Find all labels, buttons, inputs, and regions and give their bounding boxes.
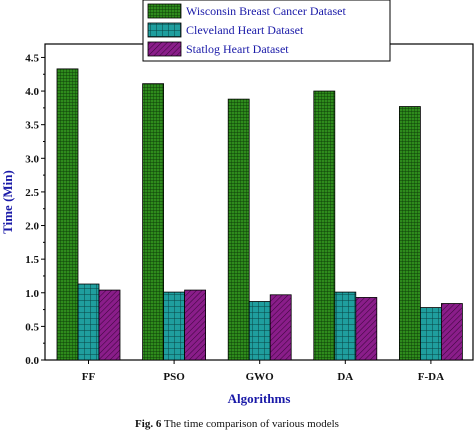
legend-label: Cleveland Heart Dataset	[186, 23, 304, 37]
legend-swatch	[147, 22, 182, 38]
x-axis-title: Algorithms	[228, 391, 291, 406]
x-tick-label: FF	[82, 371, 96, 383]
y-axis-title: Time (Min)	[0, 170, 15, 234]
caption-label: Fig. 6	[135, 418, 162, 430]
legend-label: Wisconsin Breast Cancer Dataset	[186, 4, 346, 18]
bar-f-da-series-2	[419, 307, 442, 361]
x-axis: FF PSO GWO DA F-DA	[82, 360, 444, 383]
bar-da-series-1	[313, 90, 336, 361]
legend-box	[142, 0, 391, 62]
y-tick-label: 1.5	[25, 254, 39, 266]
y-tick-label: 1.0	[25, 288, 39, 300]
y-tick-label: 2.0	[25, 221, 39, 233]
y-tick-label: 2.5	[25, 187, 39, 199]
bar-ff-series-1	[56, 68, 79, 361]
legend-swatch	[147, 3, 182, 19]
y-tick-label: 3.5	[25, 120, 39, 132]
y-tick-label: 4.0	[25, 86, 39, 98]
bar-pso-series-3	[184, 289, 207, 361]
bar-ff-series-3	[98, 289, 121, 361]
y-tick-label: 0.0	[25, 355, 39, 367]
caption-text: The time comparison of various models	[163, 418, 339, 430]
bar-gwo-series-1	[227, 98, 250, 361]
x-tick-label: F-DA	[418, 371, 444, 383]
x-tick-label: DA	[337, 371, 353, 383]
legend: Wisconsin Breast Cancer Dataset Cleveland…	[142, 0, 391, 62]
y-tick-label: 0.5	[25, 321, 39, 333]
x-tick-label: GWO	[246, 371, 275, 383]
y-tick-label: 4.5	[25, 52, 39, 64]
bar-pso-series-1	[142, 83, 165, 361]
figure-caption: Fig. 6 The time comparison of various mo…	[0, 418, 474, 430]
x-tick-label: PSO	[163, 371, 185, 383]
y-tick-label: 3.0	[25, 153, 39, 165]
bar-ff-series-2	[77, 283, 100, 361]
bar-f-da-series-3	[440, 303, 463, 361]
bar-f-da-series-1	[398, 106, 421, 361]
bar-gwo-series-2	[248, 301, 271, 361]
bars	[56, 68, 463, 361]
bar-da-series-3	[355, 297, 378, 361]
legend-swatch	[147, 41, 182, 57]
bar-da-series-2	[334, 291, 357, 361]
y-axis: 0.0 0.5 1.0 1.5 2.0 2.5 3.0 3.5 4.0 4.5	[25, 52, 45, 367]
legend-label: Statlog Heart Dataset	[186, 42, 289, 56]
bar-pso-series-2	[163, 291, 186, 361]
bar-gwo-series-3	[269, 294, 292, 361]
